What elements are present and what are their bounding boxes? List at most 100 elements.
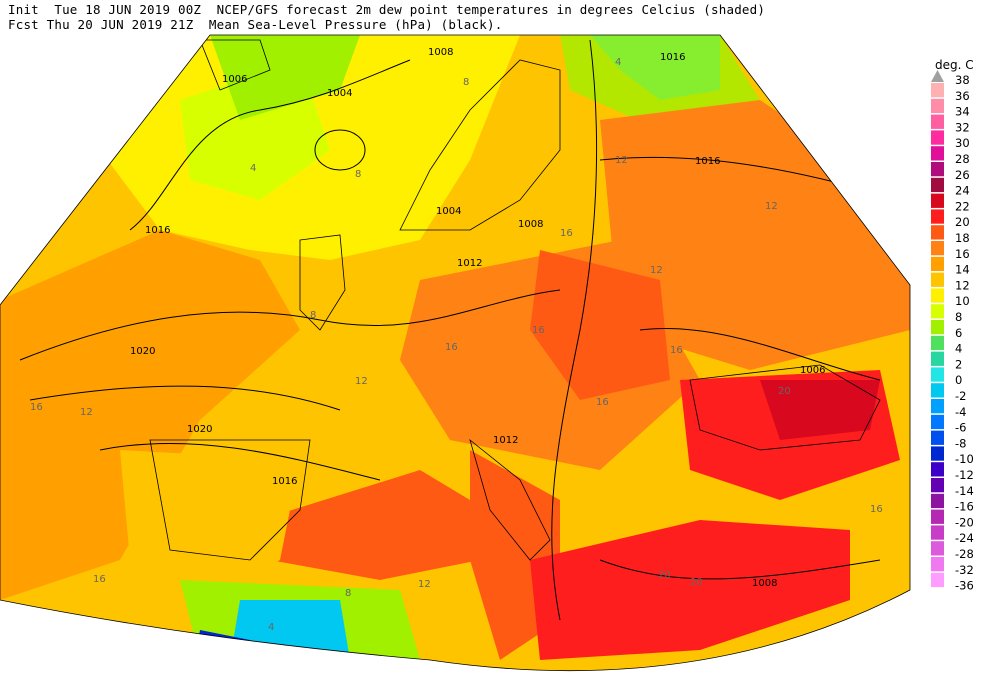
legend-swatch [931, 509, 944, 524]
pressure-label: 1004 [436, 206, 461, 217]
legend-arrow [931, 70, 944, 82]
dewpoint-label: 12 [418, 579, 431, 590]
legend-label: -6 [955, 421, 966, 435]
legend-label: -2 [955, 389, 966, 403]
pressure-label: 1012 [493, 435, 518, 446]
legend-label: 28 [955, 152, 970, 166]
legend-swatch [931, 320, 944, 335]
dewpoint-label: 8 [345, 588, 351, 599]
legend-swatch [931, 414, 944, 430]
scandinavia-coast [399, 59, 561, 231]
pressure-label: 1016 [145, 225, 170, 236]
legend-swatch [931, 557, 944, 572]
legend-swatch [931, 478, 944, 493]
legend-label: 8 [955, 310, 962, 324]
legend-label: -10 [955, 452, 974, 466]
iceland-coast [199, 39, 271, 91]
pressure-label: 1008 [428, 47, 453, 58]
legend-label: -14 [955, 484, 974, 498]
legend-swatch [931, 193, 944, 208]
dewpoint-label: 16 [670, 345, 683, 356]
color-legend: 38363432302826242220181614121086420-2-4-… [931, 70, 974, 593]
legend-label: -16 [955, 500, 974, 514]
legend-label: 6 [955, 326, 962, 340]
legend-swatch [931, 383, 944, 398]
dewpoint-label: 20 [690, 577, 703, 588]
legend-swatch [931, 256, 944, 272]
pressure-label: 1008 [518, 219, 543, 230]
legend-label: -36 [955, 579, 974, 593]
dewpoint-label: 12 [615, 155, 628, 166]
legend-label: 0 [955, 373, 962, 387]
legend-swatch [931, 351, 944, 366]
legend-label: 2 [955, 357, 962, 371]
pressure-label: 1016 [272, 476, 297, 487]
legend-swatch [931, 225, 944, 240]
iberia-coast [149, 439, 311, 561]
dewpoint-label: 16 [870, 504, 883, 515]
dewpoint-label: 8 [355, 169, 361, 180]
legend-label: -4 [955, 405, 966, 419]
dewpoint-label: 20 [778, 386, 791, 397]
dewpoint-label: 12 [765, 201, 778, 212]
legend-label: 4 [955, 342, 962, 356]
legend-label: 30 [955, 136, 970, 150]
legend-swatch [931, 446, 944, 461]
legend-swatch [931, 209, 944, 224]
legend-swatch [931, 288, 944, 303]
legend-label: -28 [955, 547, 974, 561]
legend-label: 20 [955, 215, 970, 229]
legend-swatch [931, 462, 944, 477]
isobar-meridional [551, 39, 598, 621]
atlantic-zone [0, 230, 300, 600]
dewpoint-label: 16 [445, 342, 458, 353]
dewpoint-label: 20 [658, 570, 671, 581]
britain-coast [299, 234, 346, 331]
legend-swatch [931, 493, 944, 509]
legend-swatch [931, 272, 944, 287]
black-sea-core [760, 380, 880, 440]
isobar-1020-2 [99, 442, 381, 481]
legend-label: -12 [955, 468, 974, 482]
dewpoint-label: 16 [560, 228, 573, 239]
black-sea-coast [689, 364, 881, 451]
legend-label: -20 [955, 515, 974, 529]
legend-swatch [931, 241, 944, 256]
isobar-1016-se [639, 327, 881, 381]
legend-swatch [931, 146, 944, 161]
dewpoint-label: 4 [268, 622, 274, 633]
dewpoint-label: 4 [250, 163, 256, 174]
legend-swatch [931, 162, 944, 177]
legend-swatch [931, 304, 944, 319]
west-med-zone [260, 470, 480, 580]
dewpoint-label: 16 [93, 574, 106, 585]
header-line-2: Fcst Thu 20 JUN 2019 21Z Mean Sea-Level … [8, 17, 503, 32]
legend-label: 18 [955, 231, 970, 245]
legend-swatch [931, 399, 944, 414]
legend-label: 24 [955, 184, 970, 198]
legend-swatch [931, 335, 944, 351]
legend-swatch [931, 430, 944, 445]
dewpoint-label: 8 [463, 77, 469, 88]
map-frame [0, 34, 911, 672]
header-line-1: Init Tue 18 JUN 2019 00Z NCEP/GFS foreca… [8, 2, 766, 17]
italy-coast [469, 438, 551, 561]
pressure-label: 1006 [800, 365, 825, 376]
dewpoint-label: 4 [615, 57, 621, 68]
isobar-1008-se [599, 559, 881, 580]
poland-zone [530, 250, 670, 400]
isobar-1016-west [19, 289, 561, 361]
iberia-zone [120, 450, 300, 600]
legend-label: 12 [955, 278, 970, 292]
dewpoint-label: 16 [532, 325, 545, 336]
legend-label: 16 [955, 247, 970, 261]
legend-label: 10 [955, 294, 970, 308]
pressure-label: 1008 [752, 578, 777, 589]
legend-label: -8 [955, 436, 966, 450]
legend-label: -32 [955, 563, 974, 577]
legend-label: 34 [955, 105, 970, 119]
sahara-cyan-zone [230, 600, 350, 660]
dewpoint-map: 1008 1006 1004 1016 1016 1004 1008 1012 … [0, 34, 911, 672]
pressure-label: 1016 [695, 156, 720, 167]
pressure-label: 1016 [660, 52, 685, 63]
